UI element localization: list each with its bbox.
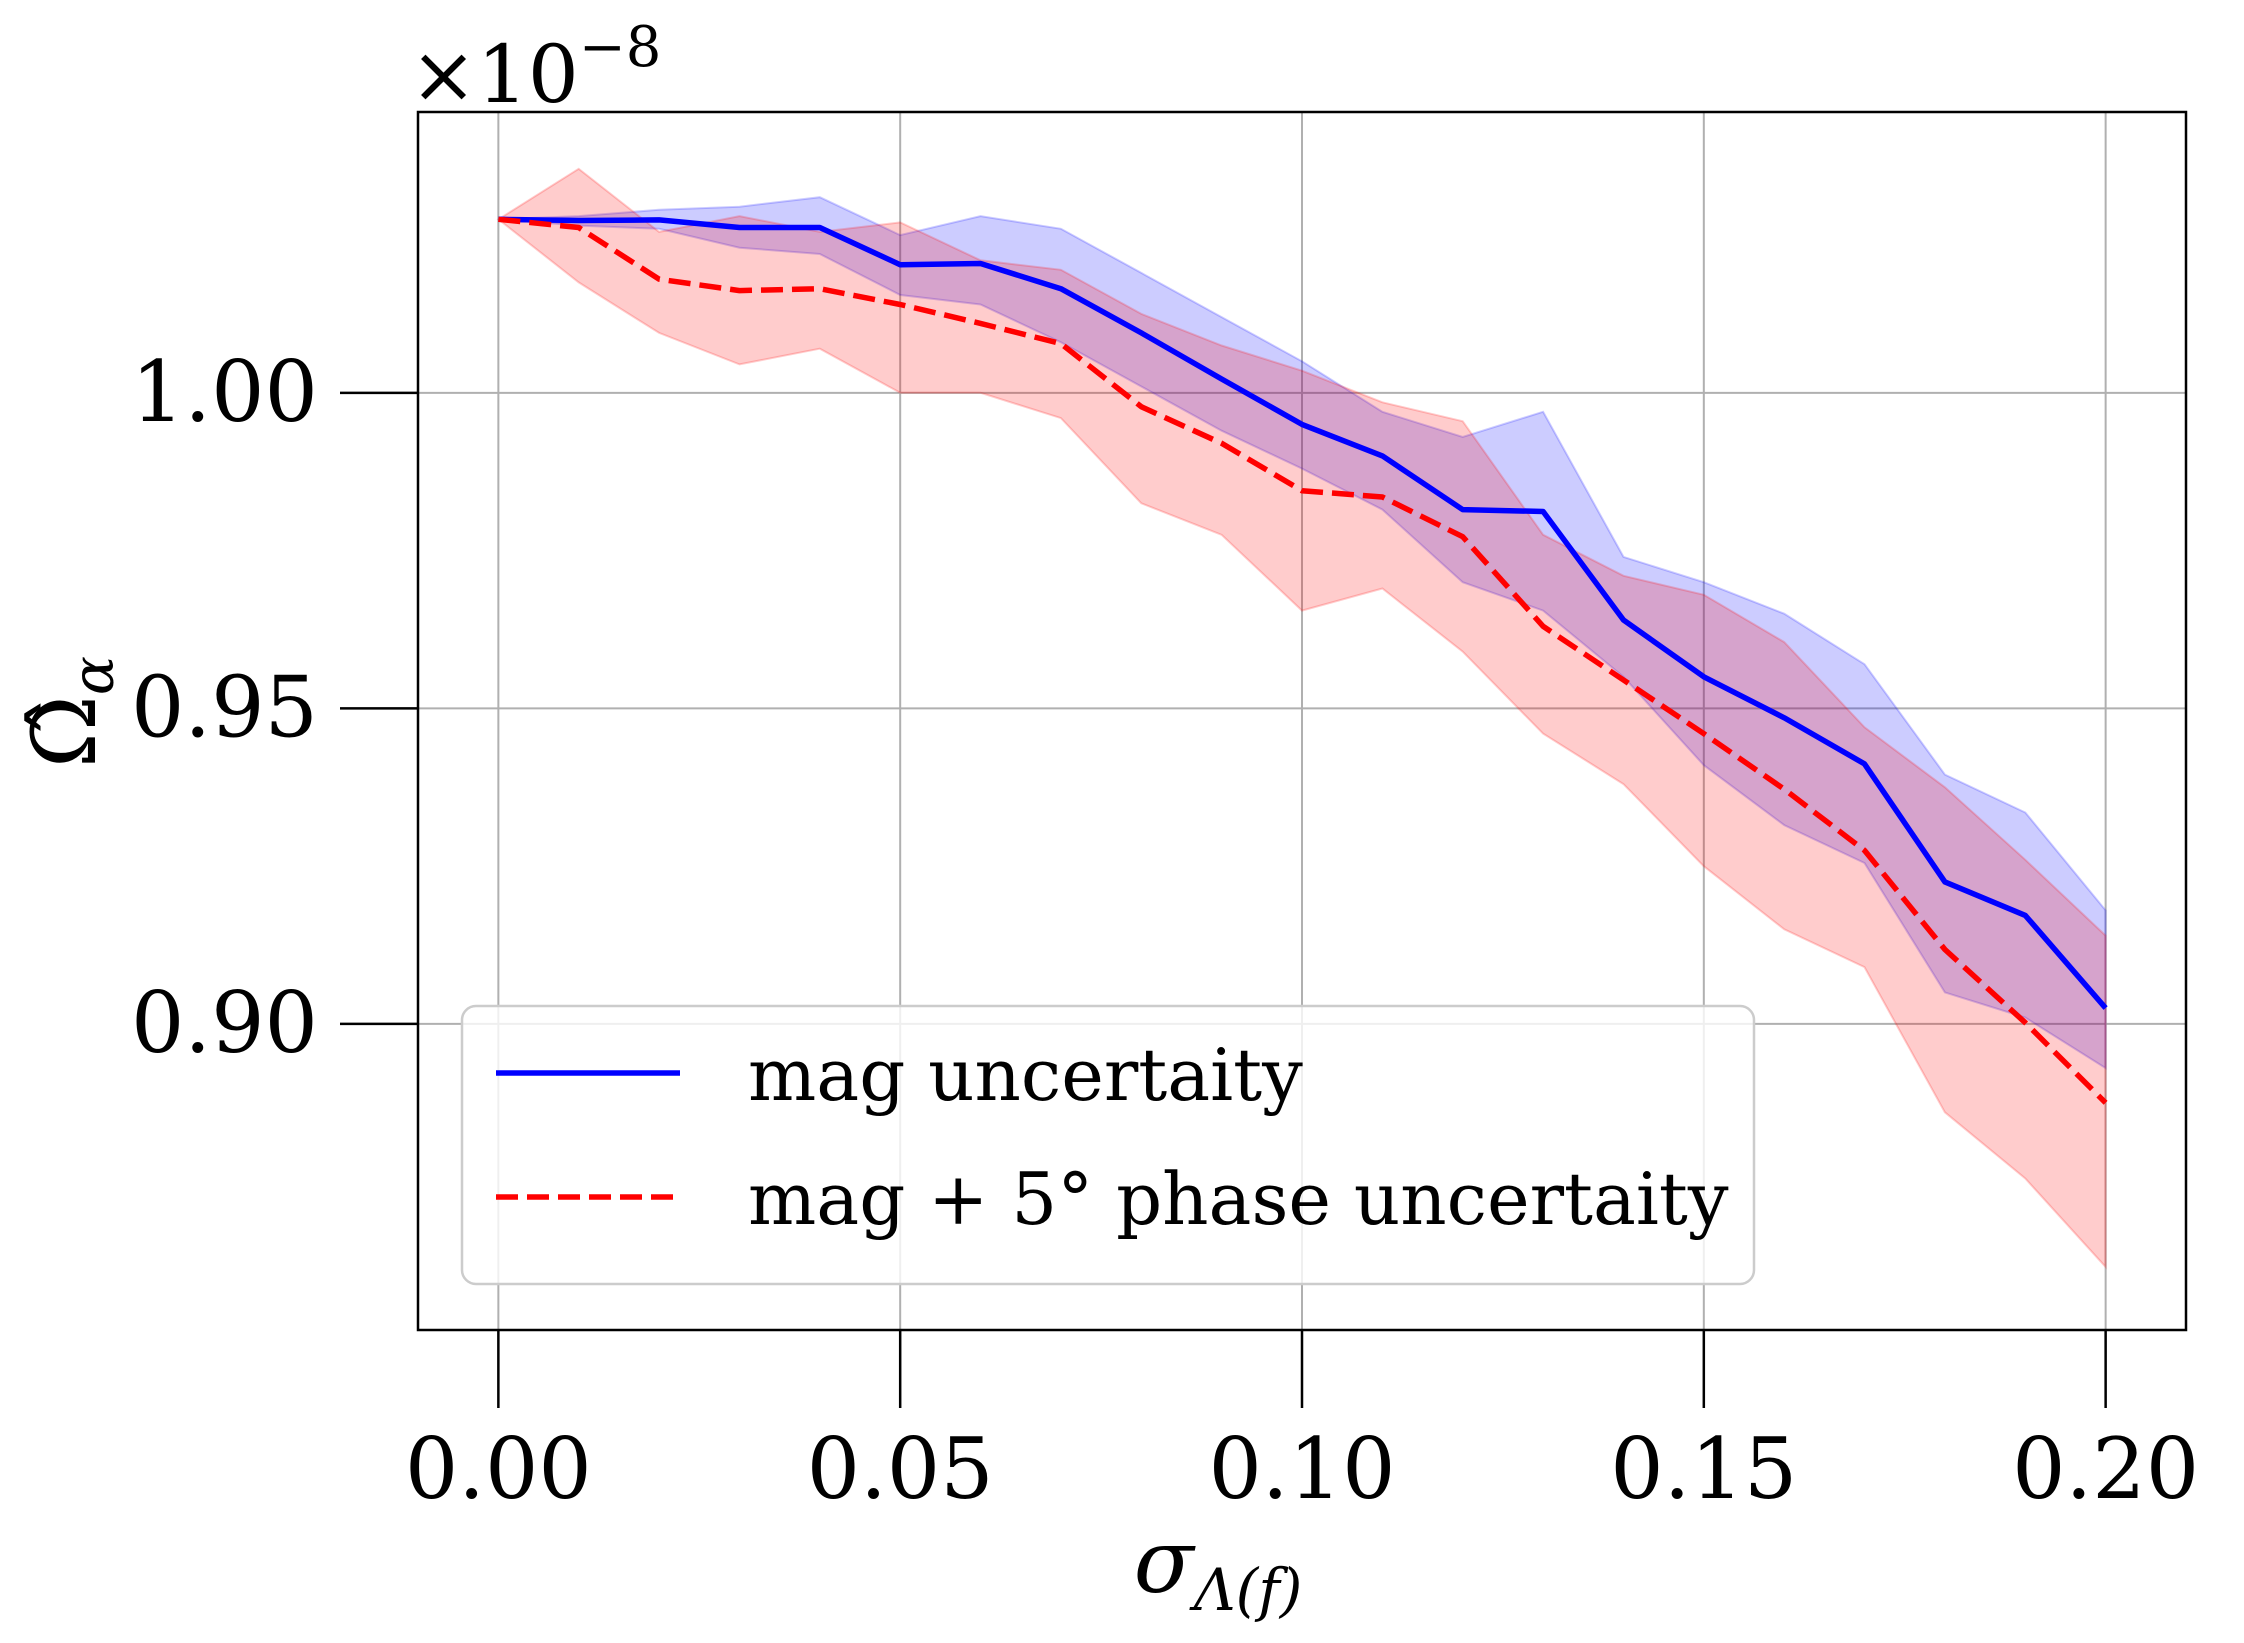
line-mag-phase <box>498 216 2108 1105</box>
legend: mag uncertaity mag + 5° phase uncertaity <box>460 1004 1756 1286</box>
offset-exponent: −8 <box>579 15 662 80</box>
y-tick-label: 0.95 <box>131 658 318 756</box>
x-axis-label-sub: Λ(f) <box>1189 1556 1303 1624</box>
legend-box <box>460 1004 1756 1286</box>
x-tick-label: 0.20 <box>2012 1420 2199 1518</box>
legend-label-mag-phase: mag + 5° phase uncertaity <box>748 1157 1729 1241</box>
x-axis-label: σΛ(f) <box>1134 1510 1303 1624</box>
x-tick-label: 0.00 <box>405 1420 592 1518</box>
y-tick-label: 0.90 <box>131 974 318 1072</box>
y-axis-label-sub: α <box>59 656 127 695</box>
axis-ticks: 0.00 0.05 0.10 0.15 0.20 0.90 0.95 1.00 <box>131 343 2199 1518</box>
legend-label-mag: mag uncertaity <box>748 1033 1303 1117</box>
x-tick-label: 0.05 <box>807 1420 994 1518</box>
y-axis-label-main: Ω̂ <box>13 695 116 768</box>
line-mag <box>498 216 2108 1010</box>
series-lines <box>498 216 2108 1105</box>
x-axis-label-main: σ <box>1134 1510 1197 1613</box>
x-tick-label: 0.10 <box>1208 1420 1395 1518</box>
y-tick-label: 1.00 <box>131 343 318 441</box>
band-mag <box>498 196 2107 1070</box>
y-axis-label: Ω̂α <box>13 656 127 768</box>
x-tick-label: 0.15 <box>1610 1420 1797 1518</box>
y-offset-text: ×10−8 <box>410 15 661 121</box>
offset-prefix: ×10 <box>410 28 579 121</box>
